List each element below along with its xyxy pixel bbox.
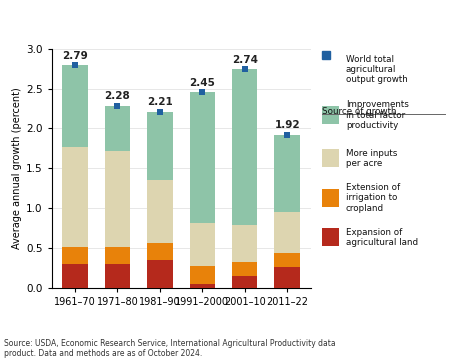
Text: Extension of
irrigation to
cropland: Extension of irrigation to cropland [346, 183, 400, 213]
Bar [147, 180, 173, 243]
Bar [274, 135, 300, 212]
Bar [323, 149, 339, 167]
Bar [232, 225, 257, 262]
Bar [274, 253, 300, 267]
Bar [323, 228, 339, 246]
Bar [105, 151, 130, 247]
Bar [147, 260, 173, 288]
Bar [105, 247, 130, 264]
Text: Improvements
in total factor
productivity: Improvements in total factor productivit… [346, 100, 409, 130]
Bar [147, 112, 173, 180]
Bar [232, 69, 257, 225]
Text: 2.74: 2.74 [232, 55, 258, 64]
Bar [189, 284, 215, 288]
Text: Source of growth: Source of growth [323, 107, 397, 116]
Bar [189, 222, 215, 266]
Bar [63, 264, 88, 288]
Bar [232, 276, 257, 288]
Bar [63, 66, 88, 147]
Y-axis label: Average annual growth (percent): Average annual growth (percent) [12, 87, 22, 249]
Text: Source: USDA, Economic Research Service, International Agricultural Productivity: Source: USDA, Economic Research Service,… [4, 339, 336, 358]
Bar [63, 147, 88, 247]
Text: More inputs
per acre: More inputs per acre [346, 149, 397, 168]
Bar [323, 189, 339, 207]
Text: World total
agricultural
output growth: World total agricultural output growth [346, 55, 408, 84]
Text: 2.28: 2.28 [104, 91, 130, 101]
Text: 2.21: 2.21 [147, 97, 173, 107]
Bar [63, 247, 88, 264]
Bar [232, 262, 257, 276]
Bar [274, 267, 300, 288]
Text: 2.79: 2.79 [62, 50, 88, 60]
Bar [189, 93, 215, 222]
Bar [147, 243, 173, 260]
Text: Expansion of
agricultural land: Expansion of agricultural land [346, 228, 418, 247]
Bar [105, 106, 130, 151]
Bar [323, 106, 339, 124]
Bar [105, 264, 130, 288]
Text: 1.92: 1.92 [274, 120, 300, 130]
Bar [274, 212, 300, 253]
Bar [189, 266, 215, 284]
Text: Sources of growth in global agricultural output, 1961–2022: Sources of growth in global agricultural… [7, 14, 388, 24]
Text: 2.45: 2.45 [189, 78, 215, 88]
